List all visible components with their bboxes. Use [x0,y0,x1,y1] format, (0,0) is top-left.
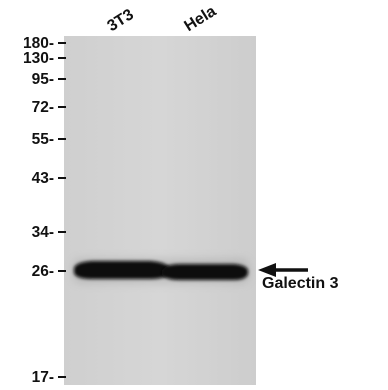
marker-label-26: 26- [31,263,54,280]
band-lane-3T3 [74,261,170,279]
membrane [64,36,256,385]
band-arrow-icon [258,263,308,277]
marker-label-72: 72- [31,99,54,116]
marker-label-17: 17- [31,369,54,386]
marker-label-95: 95- [31,71,54,88]
target-protein-label: Galectin 3 [262,275,339,292]
band-lane-Hela [162,264,248,280]
marker-label-43: 43- [31,170,54,187]
marker-label-55: 55- [31,131,54,148]
marker-label-180: 180- [22,35,54,52]
marker-label-130: 130- [22,50,54,67]
marker-label-34: 34- [31,224,54,241]
